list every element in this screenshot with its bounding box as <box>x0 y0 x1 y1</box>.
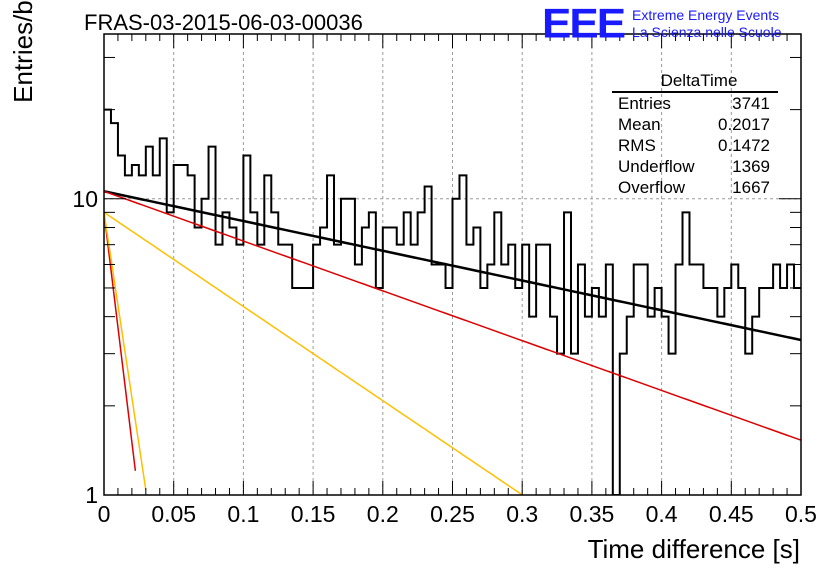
x-tick-label: 0.3 <box>506 501 538 527</box>
x-tick-label: 0 <box>98 501 111 527</box>
stats-box: DeltaTime Entries 3741 Mean 0.2017 RMS 0… <box>612 70 778 198</box>
stats-value: 1667 <box>732 178 770 197</box>
stats-label: Mean <box>618 115 661 134</box>
x-tick-label: 0.15 <box>291 501 336 527</box>
stats-label: Underflow <box>618 157 695 176</box>
y-axis-label: Entries/bin <box>8 0 38 103</box>
fit-curve-fast-component-b <box>104 212 147 491</box>
fit-curve-medium-component <box>104 211 524 495</box>
x-tick-label: 0.2 <box>367 501 399 527</box>
run-title: FRAS-03-2015-06-03-00036 <box>84 10 363 35</box>
x-tick-label: 0.1 <box>227 501 259 527</box>
fit-curve-slow-component <box>104 190 801 441</box>
x-tick-label: 0.35 <box>570 501 615 527</box>
logo-line-1: Extreme Energy Events <box>632 7 780 23</box>
stats-value: 3741 <box>732 94 770 113</box>
y-tick-label: 10 <box>72 186 98 212</box>
stats-label: Overflow <box>618 178 686 197</box>
x-tick-label: 0.25 <box>430 501 475 527</box>
logo-mark: EEE <box>542 0 626 47</box>
x-tick-label: 0.5 <box>785 501 817 527</box>
stats-label: Entries <box>618 94 671 113</box>
logo-text: Extreme Energy Events La Scienza nelle S… <box>632 7 781 41</box>
x-tick-label: 0.45 <box>709 501 754 527</box>
stats-row: Entries 3741 <box>612 93 778 114</box>
y-tick-label: 1 <box>85 482 98 508</box>
stats-row: Mean 0.2017 <box>612 114 778 135</box>
x-tick-label: 0.05 <box>151 501 196 527</box>
stats-title: DeltaTime <box>612 70 778 93</box>
x-axis-label: Time difference [s] <box>587 534 800 564</box>
stats-value: 1369 <box>732 157 770 176</box>
stats-row: Overflow 1667 <box>612 177 778 198</box>
stats-row: RMS 0.1472 <box>612 135 778 156</box>
logo-line-2: La Scienza nelle Scuole <box>632 24 782 40</box>
fit-curve-total-fit <box>104 190 801 342</box>
stats-label: RMS <box>618 136 656 155</box>
stats-value: 0.2017 <box>718 115 770 134</box>
fit-curve-fast-component-a <box>104 212 137 471</box>
eee-logo: EEE Extreme Energy Events La Scienza nel… <box>542 2 781 46</box>
histogram-deltatime <box>104 108 801 495</box>
stats-value: 0.1472 <box>718 136 770 155</box>
stats-row: Underflow 1369 <box>612 156 778 177</box>
x-tick-label: 0.4 <box>646 501 678 527</box>
